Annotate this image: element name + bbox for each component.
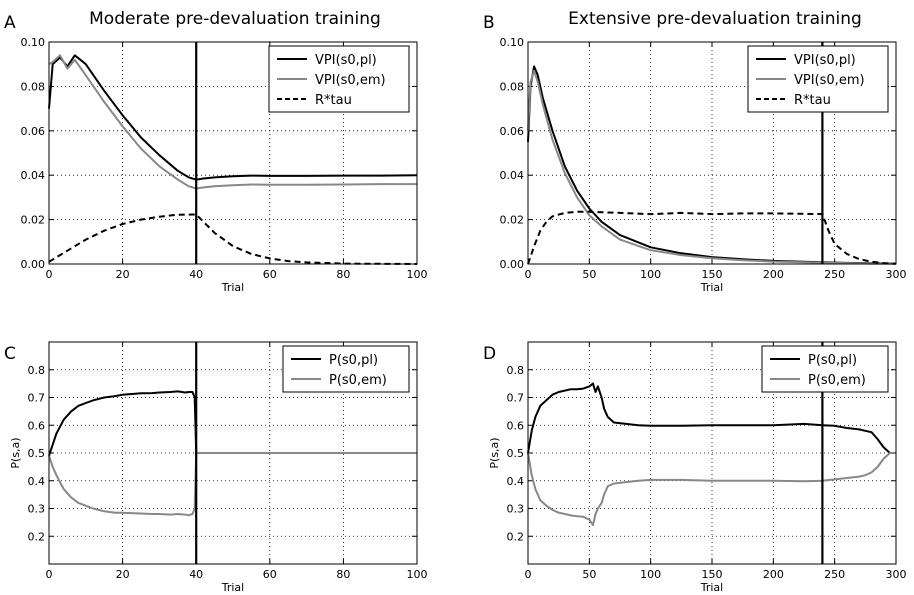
legend-label: P(s0,em) [808,373,866,388]
x-axis-label: Trial [700,281,723,294]
legend-label: VPI(s0,pl) [794,53,856,68]
y-tick-label: 0.4 [507,475,525,488]
chart-title: Moderate pre-devaluation training [89,9,381,29]
legend-label: VPI(s0,em) [315,73,386,88]
y-tick-label: 0.3 [507,503,525,516]
chart-title: Extensive pre-devaluation training [568,9,862,29]
series-line-0 [48,390,417,457]
x-tick-label: 100 [407,568,428,581]
series-line-2 [527,210,897,265]
legend-box [282,345,410,393]
y-tick-label: 0.02 [500,214,525,227]
x-tick-label: 300 [886,268,907,281]
x-tick-label: 20 [116,268,130,281]
legend: P(s0,pl) P(s0,em) [761,345,889,393]
legend-label: P(s0,pl) [329,353,378,368]
x-tick-label: 80 [336,568,350,581]
legend-label: VPI(s0,pl) [315,53,377,68]
x-axis-label: Trial [221,581,244,594]
panel-letter: C [4,344,16,364]
legend-label: P(s0,pl) [808,353,857,368]
y-tick-label: 0.5 [507,447,525,460]
x-tick-label: 0 [525,268,532,281]
x-tick-label: 50 [582,268,596,281]
legend: P(s0,pl) P(s0,em) [282,345,410,393]
series-line-1 [527,69,897,265]
y-tick-label: 0.5 [28,447,46,460]
y-tick-label: 0.2 [28,530,46,543]
panel-letter: A [4,13,16,33]
legend: VPI(s0,pl) VPI(s0,em) R*tau [268,45,410,113]
x-tick-label: 60 [263,568,277,581]
axes-frame [48,341,418,565]
x-tick-label: 150 [702,268,723,281]
y-tick-label: 0.10 [500,36,525,49]
y-tick-label: 0.02 [21,214,46,227]
x-tick-label: 250 [824,568,845,581]
x-tick-label: 200 [763,268,784,281]
series-line-1 [48,452,417,517]
x-tick-label: 20 [116,568,130,581]
x-tick-label: 60 [263,268,277,281]
y-tick-label: 0.00 [21,258,46,271]
x-tick-label: 0 [46,568,53,581]
x-tick-label: 250 [824,268,845,281]
panel-a: A Moderate pre-devaluation training 0 20 40 6… [4,9,428,294]
x-tick-label: 100 [640,268,661,281]
y-tick-label: 0.10 [21,36,46,49]
x-tick-label: 0 [46,268,53,281]
x-axis-label: Trial [221,281,244,294]
panel-d: D 0 50 100 150 200 250 300 0.2 0.3 0.4 0.5 0.6 0.7 0.8… [483,341,907,594]
panel-letter: B [483,13,495,33]
y-tick-label: 0.06 [500,125,525,138]
series-line-2 [48,213,418,265]
legend-label: P(s0,em) [329,373,387,388]
series-line-0 [527,382,896,454]
series-line-0 [48,54,418,181]
x-tick-label: 80 [336,268,350,281]
x-tick-label: 300 [886,568,907,581]
x-tick-label: 100 [407,268,428,281]
y-tick-label: 0.04 [500,169,525,182]
y-tick-label: 0.08 [500,80,525,93]
y-tick-label: 0.6 [507,419,525,432]
y-tick-label: 0.8 [28,364,46,377]
y-tick-label: 0.6 [28,419,46,432]
y-tick-label: 0.00 [500,258,525,271]
legend-label: R*tau [315,93,352,108]
y-tick-label: 0.3 [28,503,46,516]
legend-label: VPI(s0,em) [794,73,865,88]
x-tick-label: 200 [763,568,784,581]
axes-frame [527,341,897,565]
y-tick-label: 0.2 [507,530,525,543]
panel-c: C 0 20 40 60 80 100 0.2 0.3 0.4 0.5 0.6 0.7 0.8 Trial P… [4,341,428,594]
legend-box [761,345,889,393]
x-tick-label: 40 [189,268,203,281]
legend-label: R*tau [794,93,831,108]
legend: VPI(s0,pl) VPI(s0,em) R*tau [747,45,889,113]
y-tick-label: 0.04 [21,169,46,182]
panel-b: B Extensive pre-devaluation training 0 50 10… [483,9,907,294]
x-tick-label: 50 [582,568,596,581]
axes-frame [48,41,418,265]
series-line-1 [527,452,896,527]
x-tick-label: 0 [525,568,532,581]
x-tick-label: 150 [702,568,723,581]
y-axis-label: P(s,a) [488,437,501,468]
panel-letter: D [483,344,496,364]
y-tick-label: 0.7 [507,392,525,405]
y-tick-label: 0.8 [507,364,525,377]
y-tick-label: 0.08 [21,80,46,93]
y-tick-label: 0.4 [28,475,46,488]
axes-frame [527,41,897,265]
y-tick-label: 0.7 [28,392,46,405]
x-axis-label: Trial [700,581,723,594]
x-tick-label: 40 [189,568,203,581]
y-tick-label: 0.06 [21,125,46,138]
y-axis-label: P(s,a) [9,437,22,468]
x-tick-label: 100 [640,568,661,581]
series-line-1 [48,54,417,190]
